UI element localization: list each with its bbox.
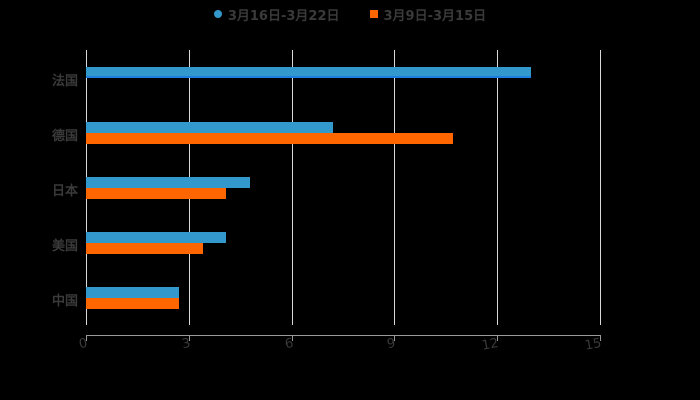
bar-series-1[interactable] [86, 232, 226, 243]
axis-tick [394, 335, 395, 341]
axis-tick [189, 335, 190, 341]
gridline [394, 50, 395, 325]
bar-series-2[interactable] [86, 133, 453, 144]
y-category-label: 美国 [51, 239, 78, 254]
bar-series-1[interactable] [86, 122, 333, 133]
x-tick-label: 0 [77, 336, 89, 353]
bar-series-1[interactable] [86, 67, 531, 78]
axis-tick [600, 335, 601, 341]
bar-series-1[interactable] [86, 177, 250, 188]
legend-item-series-2[interactable]: 3月9日-3月15日 [369, 5, 487, 24]
y-category-label: 法国 [51, 74, 78, 89]
legend-item-series-1[interactable]: 3月16日-3月22日 [213, 5, 340, 24]
axis-tick [86, 335, 87, 341]
bar-series-2[interactable] [86, 298, 179, 309]
y-category-label: 德国 [51, 129, 78, 144]
bar-series-2[interactable] [86, 243, 203, 254]
gridline [600, 50, 601, 325]
legend-label: 3月16日-3月22日 [227, 8, 340, 24]
legend-label: 3月9日-3月15日 [383, 8, 487, 24]
x-tick-label: 9 [385, 336, 397, 353]
chart-legend: 3月16日-3月22日 3月9日-3月15日 [0, 4, 700, 24]
bar-series-1[interactable] [86, 287, 179, 298]
x-tick-label: 15 [583, 336, 603, 354]
axis-tick [497, 335, 498, 341]
y-category-label: 中国 [51, 294, 78, 309]
x-tick-label: 12 [480, 336, 500, 354]
y-category-label: 日本 [51, 184, 78, 199]
square-marker-icon [369, 10, 378, 18]
circle-marker-icon [213, 10, 222, 18]
gridline [497, 50, 498, 325]
gridline [292, 50, 293, 325]
bar-series-2[interactable] [86, 188, 226, 199]
x-axis-line [86, 335, 601, 336]
axis-tick [292, 335, 293, 341]
x-tick-label: 3 [180, 336, 192, 353]
x-tick-label: 6 [283, 336, 295, 353]
